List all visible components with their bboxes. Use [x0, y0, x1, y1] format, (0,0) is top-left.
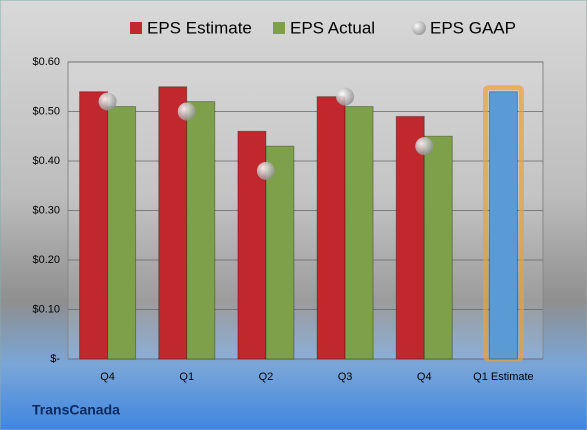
x-tick-label: Q4: [417, 371, 432, 383]
bar: [158, 86, 188, 360]
bar: [395, 115, 425, 360]
y-tick-label: $0.40: [32, 155, 60, 167]
gaap-point: [177, 102, 196, 121]
footer: TransCanada: [32, 402, 120, 418]
bar: [344, 106, 374, 360]
gaap-point: [256, 161, 275, 180]
legend-label: EPS GAAP: [430, 18, 516, 37]
legend-marker: [130, 22, 142, 34]
x-tick-label: Q4: [100, 371, 115, 383]
x-tick-label: Q3: [338, 371, 353, 383]
x-tick-label: Q2: [259, 371, 274, 383]
gaap-point: [336, 87, 355, 106]
bar: [488, 91, 518, 360]
bar: [186, 101, 216, 360]
y-tick-label: $0.50: [32, 105, 60, 117]
bar: [107, 106, 137, 360]
bar: [316, 96, 346, 360]
y-tick-label: $0.20: [32, 254, 60, 266]
y-tick-label: $-: [50, 353, 60, 365]
legend-label: EPS Estimate: [147, 18, 252, 37]
gaap-point: [98, 92, 117, 111]
legend-label: EPS Actual: [290, 18, 375, 37]
bar: [79, 91, 109, 360]
y-tick-label: $0.30: [32, 204, 60, 216]
legend-marker: [273, 22, 285, 34]
y-tick-label: $0.10: [32, 303, 60, 315]
x-tick-label: Q1: [179, 371, 194, 383]
x-tick-label: Q1 Estimate: [473, 371, 534, 383]
bar: [265, 145, 295, 360]
legend-marker: [412, 21, 426, 35]
bar: [423, 135, 453, 360]
gaap-point: [415, 137, 434, 156]
y-tick-label: $0.60: [32, 56, 60, 68]
